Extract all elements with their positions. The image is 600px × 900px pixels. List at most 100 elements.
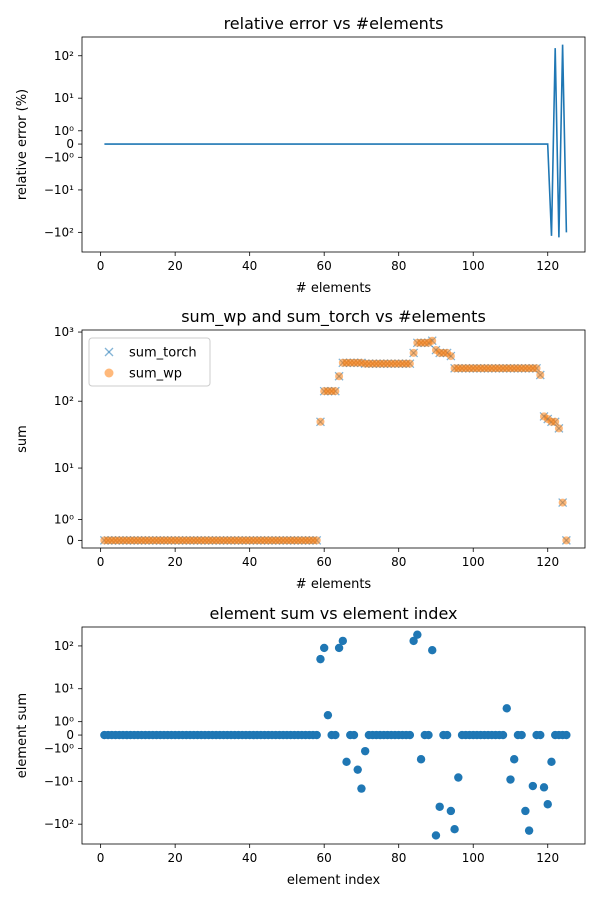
data-point (338, 636, 348, 646)
series-line (104, 44, 568, 238)
data-point (334, 643, 344, 653)
data-point (319, 643, 329, 653)
legend-box (88, 337, 211, 387)
x-tick-label: 60 (317, 259, 332, 273)
data-point-circle (536, 370, 545, 379)
y-tick-label: 10¹ (54, 461, 74, 475)
x-tick-label: 80 (391, 259, 406, 273)
y-tick-label: 10¹ (54, 682, 74, 696)
x-axis-label: element index (287, 873, 381, 888)
data-point (562, 730, 571, 740)
x-tick-label: 120 (536, 555, 559, 569)
data-point (405, 730, 415, 740)
data-point (409, 636, 418, 646)
data-point (360, 746, 370, 756)
y-tick-label: −10¹ (44, 774, 74, 788)
x-tick-label: 60 (317, 851, 332, 865)
y-axis-label: relative error (%) (15, 89, 30, 200)
x-tick-label: 0 (97, 259, 105, 273)
data-point (528, 781, 538, 791)
y-tick-label: −10⁰ (44, 741, 74, 755)
x-tick-label: 100 (462, 555, 485, 569)
x-tick-label: 120 (536, 259, 559, 273)
plot-frame (81, 329, 586, 549)
data-point (435, 802, 444, 811)
data-point (517, 730, 526, 740)
data-point (521, 806, 530, 816)
legend-marker-x (104, 347, 114, 357)
data-point-circle (446, 352, 455, 361)
x-tick-label: 0 (97, 851, 105, 865)
chart-title: relative error vs #elements (224, 14, 444, 33)
data-point (312, 730, 321, 740)
x-tick-label: 20 (168, 555, 183, 569)
y-tick-label: 0 (66, 137, 74, 151)
data-point (446, 806, 456, 816)
data-point (316, 654, 325, 664)
legend-marker-circle (104, 368, 114, 378)
data-point (524, 826, 534, 835)
legend: sum_torch sum_wp (88, 337, 211, 387)
data-point-circle (405, 359, 414, 368)
data-point (510, 755, 519, 764)
x-tick-label: 40 (242, 851, 257, 865)
data-point (331, 730, 340, 740)
y-tick-label: −10² (44, 225, 74, 239)
chart-relative-error: relative error vs #elements # elements rel… (15, 14, 586, 296)
data-point (539, 783, 549, 792)
data-point (536, 730, 545, 740)
data-point (454, 773, 463, 782)
data-point-circle (554, 424, 563, 433)
data-point (547, 757, 556, 767)
x-tick-label: 40 (242, 555, 257, 569)
data-point-circle (316, 417, 325, 426)
legend-label: sum_torch (129, 346, 197, 361)
chart-title: element sum vs element index (210, 604, 458, 623)
x-tick-label: 80 (391, 851, 406, 865)
x-tick-label: 0 (97, 555, 105, 569)
x-tick-label: 20 (168, 851, 183, 865)
plot-frame (81, 36, 586, 253)
data-point (506, 775, 515, 784)
y-tick-label: 10⁰ (54, 512, 74, 526)
data-point-circle (331, 387, 340, 396)
y-tick-label: 10³ (54, 325, 74, 339)
x-tick-label: 120 (536, 851, 559, 865)
y-tick-label: −10² (44, 817, 74, 831)
data-point-circle (532, 364, 541, 373)
data-point-circle (409, 348, 418, 357)
chart-sum-wp-torch: sum_wp and sum_torch vs #elements # eleme… (15, 307, 586, 592)
x-axis-label: # elements (296, 281, 372, 296)
y-tick-label: 0 (66, 728, 74, 742)
data-point (357, 784, 366, 793)
x-tick-label: 20 (168, 259, 183, 273)
data-point (502, 704, 511, 713)
data-point (424, 730, 433, 740)
data-point-circle (558, 498, 567, 507)
data-point (323, 710, 333, 720)
data-point-circle (551, 417, 560, 426)
x-tick-label: 60 (317, 555, 332, 569)
y-tick-label: 0 (66, 533, 74, 547)
data-point-circle (312, 536, 321, 545)
y-tick-label: −10¹ (44, 183, 74, 197)
chart-element-sum: element sum vs element index element inde… (15, 604, 586, 888)
data-point (428, 645, 437, 655)
y-axis-label: sum (15, 425, 30, 453)
data-point (450, 825, 459, 834)
x-tick-label: 100 (462, 259, 485, 273)
y-tick-label: 10⁰ (54, 124, 74, 138)
data-point (442, 730, 452, 740)
data-point (543, 800, 552, 809)
y-tick-label: 10² (54, 49, 74, 63)
x-axis-label: # elements (296, 577, 372, 592)
data-point (416, 755, 426, 764)
data-point (353, 765, 362, 774)
y-tick-label: 10¹ (54, 91, 74, 105)
x-tick-label: 80 (391, 555, 406, 569)
data-point-circle (562, 536, 571, 545)
legend-label: sum_wp (129, 367, 182, 382)
data-point (342, 757, 351, 767)
chart-title: sum_wp and sum_torch vs #elements (181, 307, 486, 327)
